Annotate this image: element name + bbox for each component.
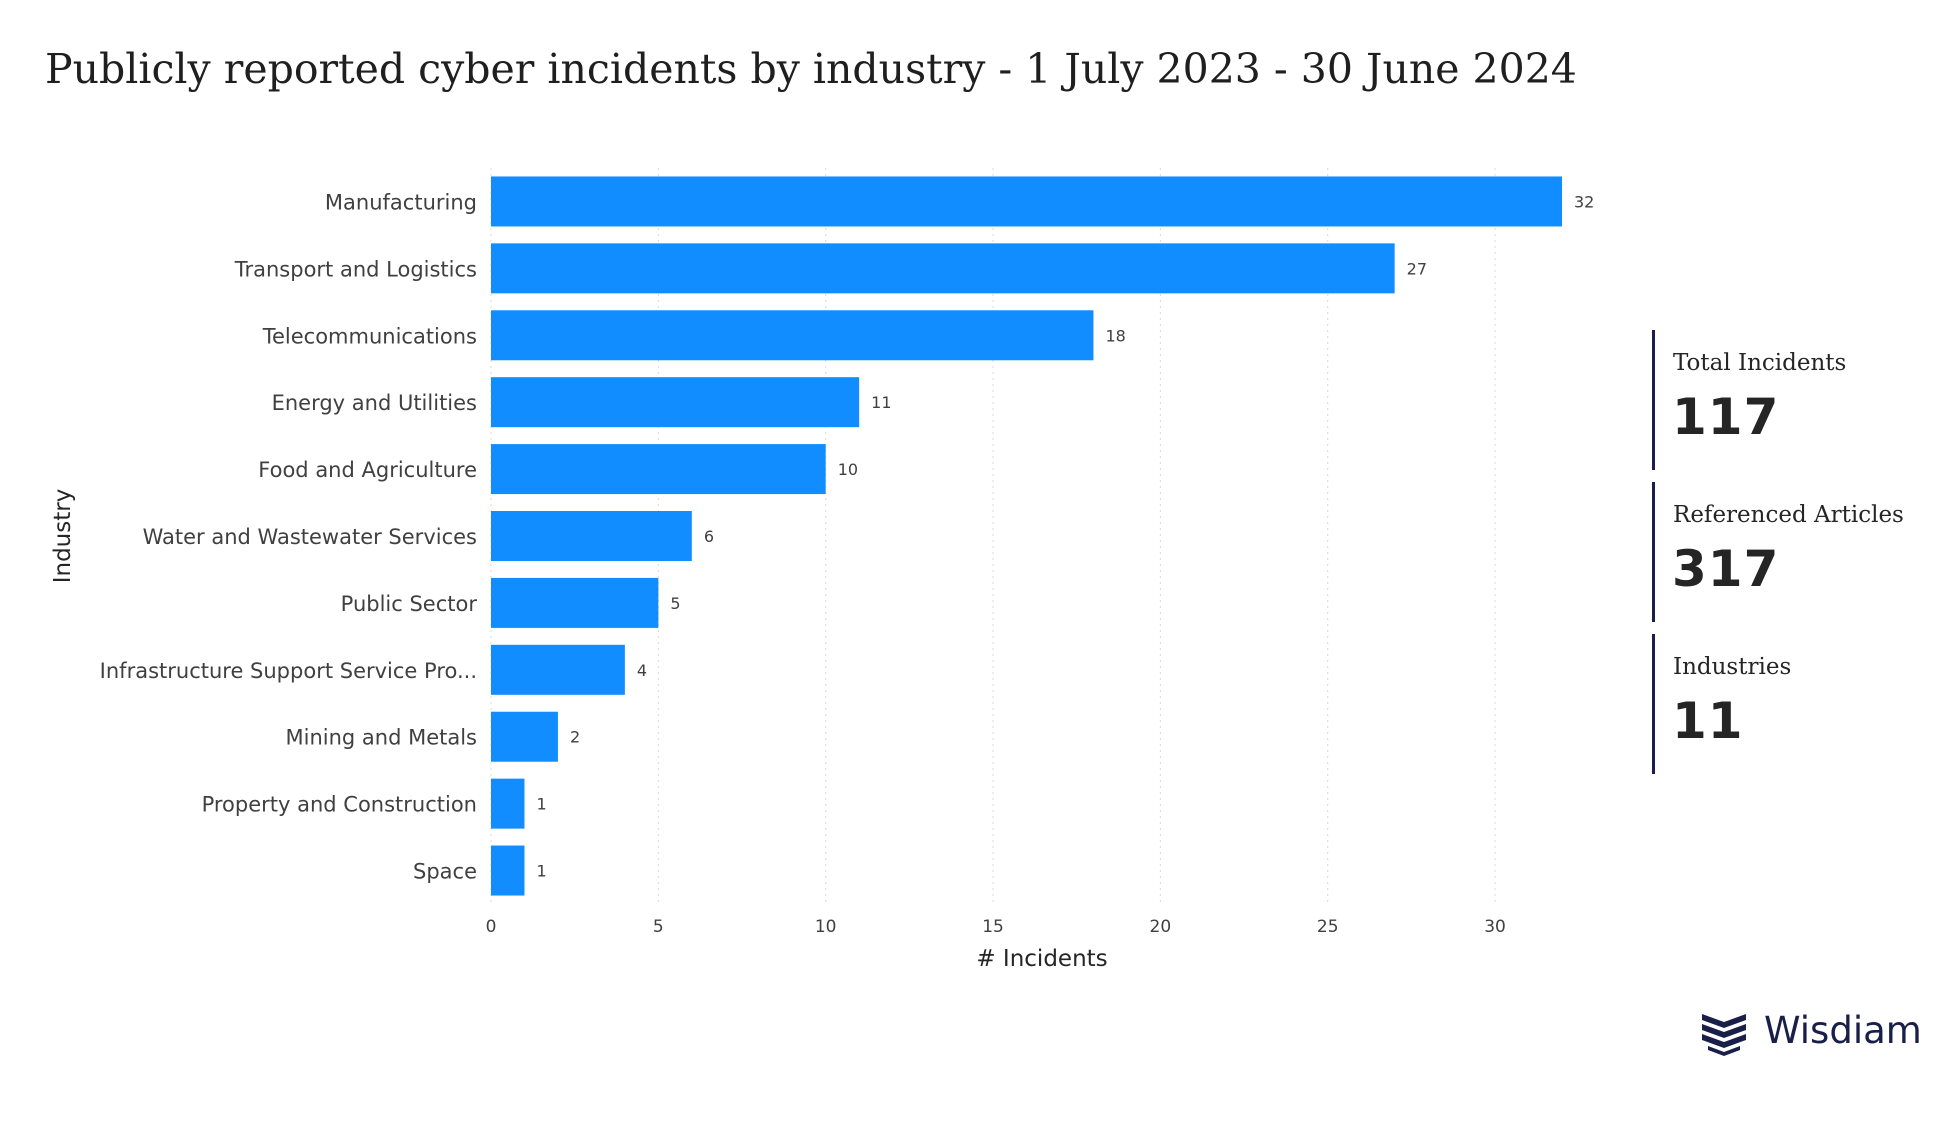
data-label: 5 [670,594,680,613]
data-label: 4 [637,661,647,680]
y-tick-label: Telecommunications [262,324,477,348]
bar [491,310,1094,361]
data-label: 10 [838,460,858,479]
y-tick-label: Property and Construction [202,793,477,817]
y-axis-title: Industry [50,489,76,584]
data-label: 18 [1105,326,1125,345]
data-label: 1 [536,862,546,881]
bar [491,176,1562,227]
kpi-label: Total Incidents [1673,350,1847,376]
kpi-total-incidents: Total Incidents 117 [1652,330,1915,470]
x-tick-label: 10 [815,917,837,937]
y-tick-label: Mining and Metals [285,726,477,750]
x-tick-label: 30 [1484,917,1506,937]
y-tick-label: Infrastructure Support Service Pro... [100,659,477,683]
y-tick-label: Water and Wastewater Services [143,525,477,549]
x-tick-label: 5 [653,917,664,937]
data-label: 27 [1407,259,1427,278]
data-label: 6 [704,527,714,546]
kpi-referenced-articles: Referenced Articles 317 [1652,482,1915,622]
x-axis-title: # Incidents [976,946,1107,972]
x-tick-label: 25 [1317,917,1339,937]
y-tick-label: Space [413,860,477,884]
kpi-label: Referenced Articles [1673,502,1904,528]
data-label: 11 [871,393,891,412]
kpi-value: 117 [1672,388,1780,446]
wisdiam-logo-icon [1702,1014,1746,1056]
kpi-label: Industries [1673,654,1792,680]
bar [491,644,625,695]
bar [491,711,558,762]
logo-text: Wisdiam [1764,1009,1922,1052]
bar [491,511,692,561]
x-tick-label: 0 [486,917,497,937]
y-tick-label: Manufacturing [325,190,477,214]
data-label: 1 [536,795,546,814]
data-label: 32 [1574,192,1594,211]
x-tick-label: 15 [982,917,1004,937]
x-tick-label: 20 [1150,917,1172,937]
data-label: 2 [570,728,580,747]
bar [491,444,826,495]
bars [491,176,1562,896]
kpi-industries: Industries 11 [1652,634,1915,774]
bar [491,845,525,896]
bar [491,243,1395,294]
y-tick-label: Public Sector [341,592,478,616]
y-tick-label: Energy and Utilities [272,391,477,415]
y-tick-label: Transport and Logistics [234,257,477,281]
bar [491,577,659,628]
y-tick-label: Food and Agriculture [258,458,477,482]
bar [491,377,860,428]
chart-title: Publicly reported cyber incidents by ind… [45,45,1577,93]
bar [491,778,525,829]
kpi-value: 11 [1672,692,1744,750]
kpi-value: 317 [1672,540,1780,598]
